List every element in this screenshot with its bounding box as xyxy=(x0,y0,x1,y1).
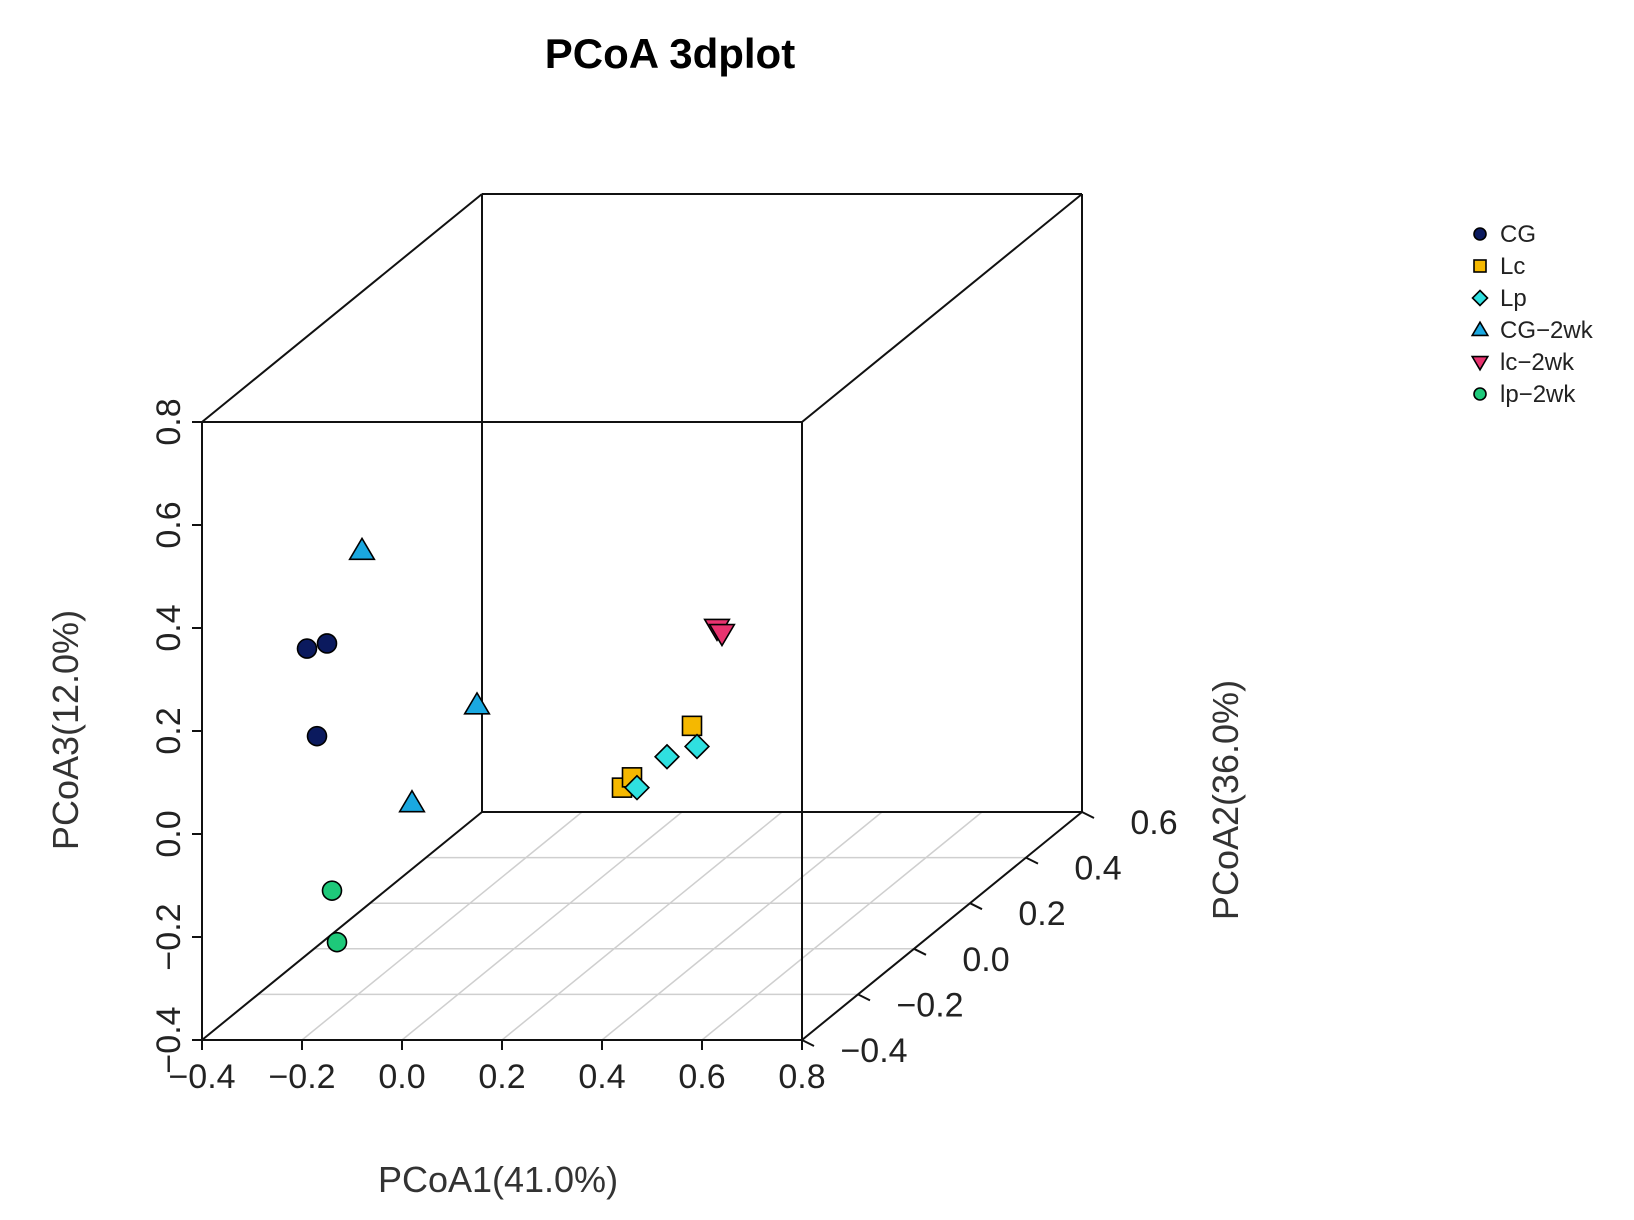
y-tick-mark xyxy=(1026,858,1038,864)
point-cg-2wk xyxy=(465,693,490,714)
z-tick-label: 0.2 xyxy=(150,707,188,754)
legend-label-cg: CG xyxy=(1500,221,1536,248)
legend-label-lp: Lp xyxy=(1500,285,1527,312)
legend-label-lp-2wk: lp−2wk xyxy=(1500,381,1576,408)
z-tick-label: 0.4 xyxy=(150,604,188,651)
x-tick-label: 0.2 xyxy=(478,1058,525,1096)
x-tick-label: 0.8 xyxy=(778,1058,825,1096)
chart-root: PCoA 3dplot −0.4 −0.2 0.0 0.2 0.4 0.6 0.8 −0.4−… xyxy=(0,0,1634,1220)
y-tick-mark xyxy=(914,949,926,955)
y-tick-label: 0.4 xyxy=(1074,850,1121,888)
z-tick-label: −0.4 xyxy=(150,1006,188,1073)
z-axis-label: PCoA3(12.0%) xyxy=(45,610,86,850)
y-tick-label: −0.4 xyxy=(840,1032,907,1070)
x-tick-label: 0.6 xyxy=(678,1058,725,1096)
point-cg xyxy=(308,727,327,746)
y-tick-mark xyxy=(802,1040,814,1046)
y-tick-label: −0.2 xyxy=(896,986,963,1024)
legend-marker-lp xyxy=(1473,291,1488,306)
z-tick-label: 0.8 xyxy=(150,398,188,445)
x-tick-label: −0.2 xyxy=(268,1058,335,1096)
grid-line-x xyxy=(302,812,582,1040)
legend-marker-lc-2wk xyxy=(1472,357,1488,370)
legend: CG Lc Lp CG−2wk lc−2wk lp−2wk xyxy=(1472,221,1593,408)
z-tick-label: 0.0 xyxy=(150,810,188,857)
legend-marker-cg xyxy=(1474,228,1486,240)
box-edge xyxy=(202,194,482,422)
legend-marker-lp-2wk xyxy=(1474,388,1486,400)
legend-label-cg-2wk: CG−2wk xyxy=(1500,317,1594,344)
x-tick-label: 0.0 xyxy=(378,1058,425,1096)
x-tick-label: 0.4 xyxy=(578,1058,625,1096)
box-edge xyxy=(802,194,1082,422)
legend-label-lc: Lc xyxy=(1500,253,1525,280)
grid-line-x xyxy=(602,812,882,1040)
grid-line-x xyxy=(402,812,682,1040)
point-lc xyxy=(683,716,702,735)
data-points xyxy=(298,538,735,951)
point-cg-2wk xyxy=(350,538,375,559)
y-tick-label: 0.2 xyxy=(1018,895,1065,933)
box-edge xyxy=(202,812,482,1040)
pcoa-3d-chart: PCoA 3dplot −0.4 −0.2 0.0 0.2 0.4 0.6 0.8−0.4−… xyxy=(0,0,1634,1220)
point-cg xyxy=(318,634,337,653)
y-tick-mark xyxy=(1082,812,1094,818)
legend-label-lc-2wk: lc−2wk xyxy=(1500,349,1575,376)
bounding-box xyxy=(202,194,1082,1040)
grid-line-x xyxy=(502,812,782,1040)
point-cg-2wk xyxy=(400,791,425,812)
point-lp-2wk xyxy=(328,933,347,952)
y-tick-mark xyxy=(970,903,982,909)
z-tick-label: −0.2 xyxy=(150,903,188,970)
x-axis-label: PCoA1(41.0%) xyxy=(378,1159,618,1200)
y-tick-mark xyxy=(858,994,870,1000)
y-tick-label: 0.0 xyxy=(962,941,1009,979)
legend-marker-cg-2wk xyxy=(1472,322,1488,335)
y-axis-label: PCoA2(36.0%) xyxy=(1205,680,1246,920)
point-cg xyxy=(298,639,317,658)
legend-marker-lc xyxy=(1474,260,1486,272)
chart-title: PCoA 3dplot xyxy=(545,30,795,77)
y-tick-label: 0.6 xyxy=(1130,804,1177,842)
point-lp xyxy=(655,745,679,769)
z-tick-label: 0.6 xyxy=(150,501,188,548)
point-lp-2wk xyxy=(323,881,342,900)
point-lp xyxy=(685,735,709,759)
